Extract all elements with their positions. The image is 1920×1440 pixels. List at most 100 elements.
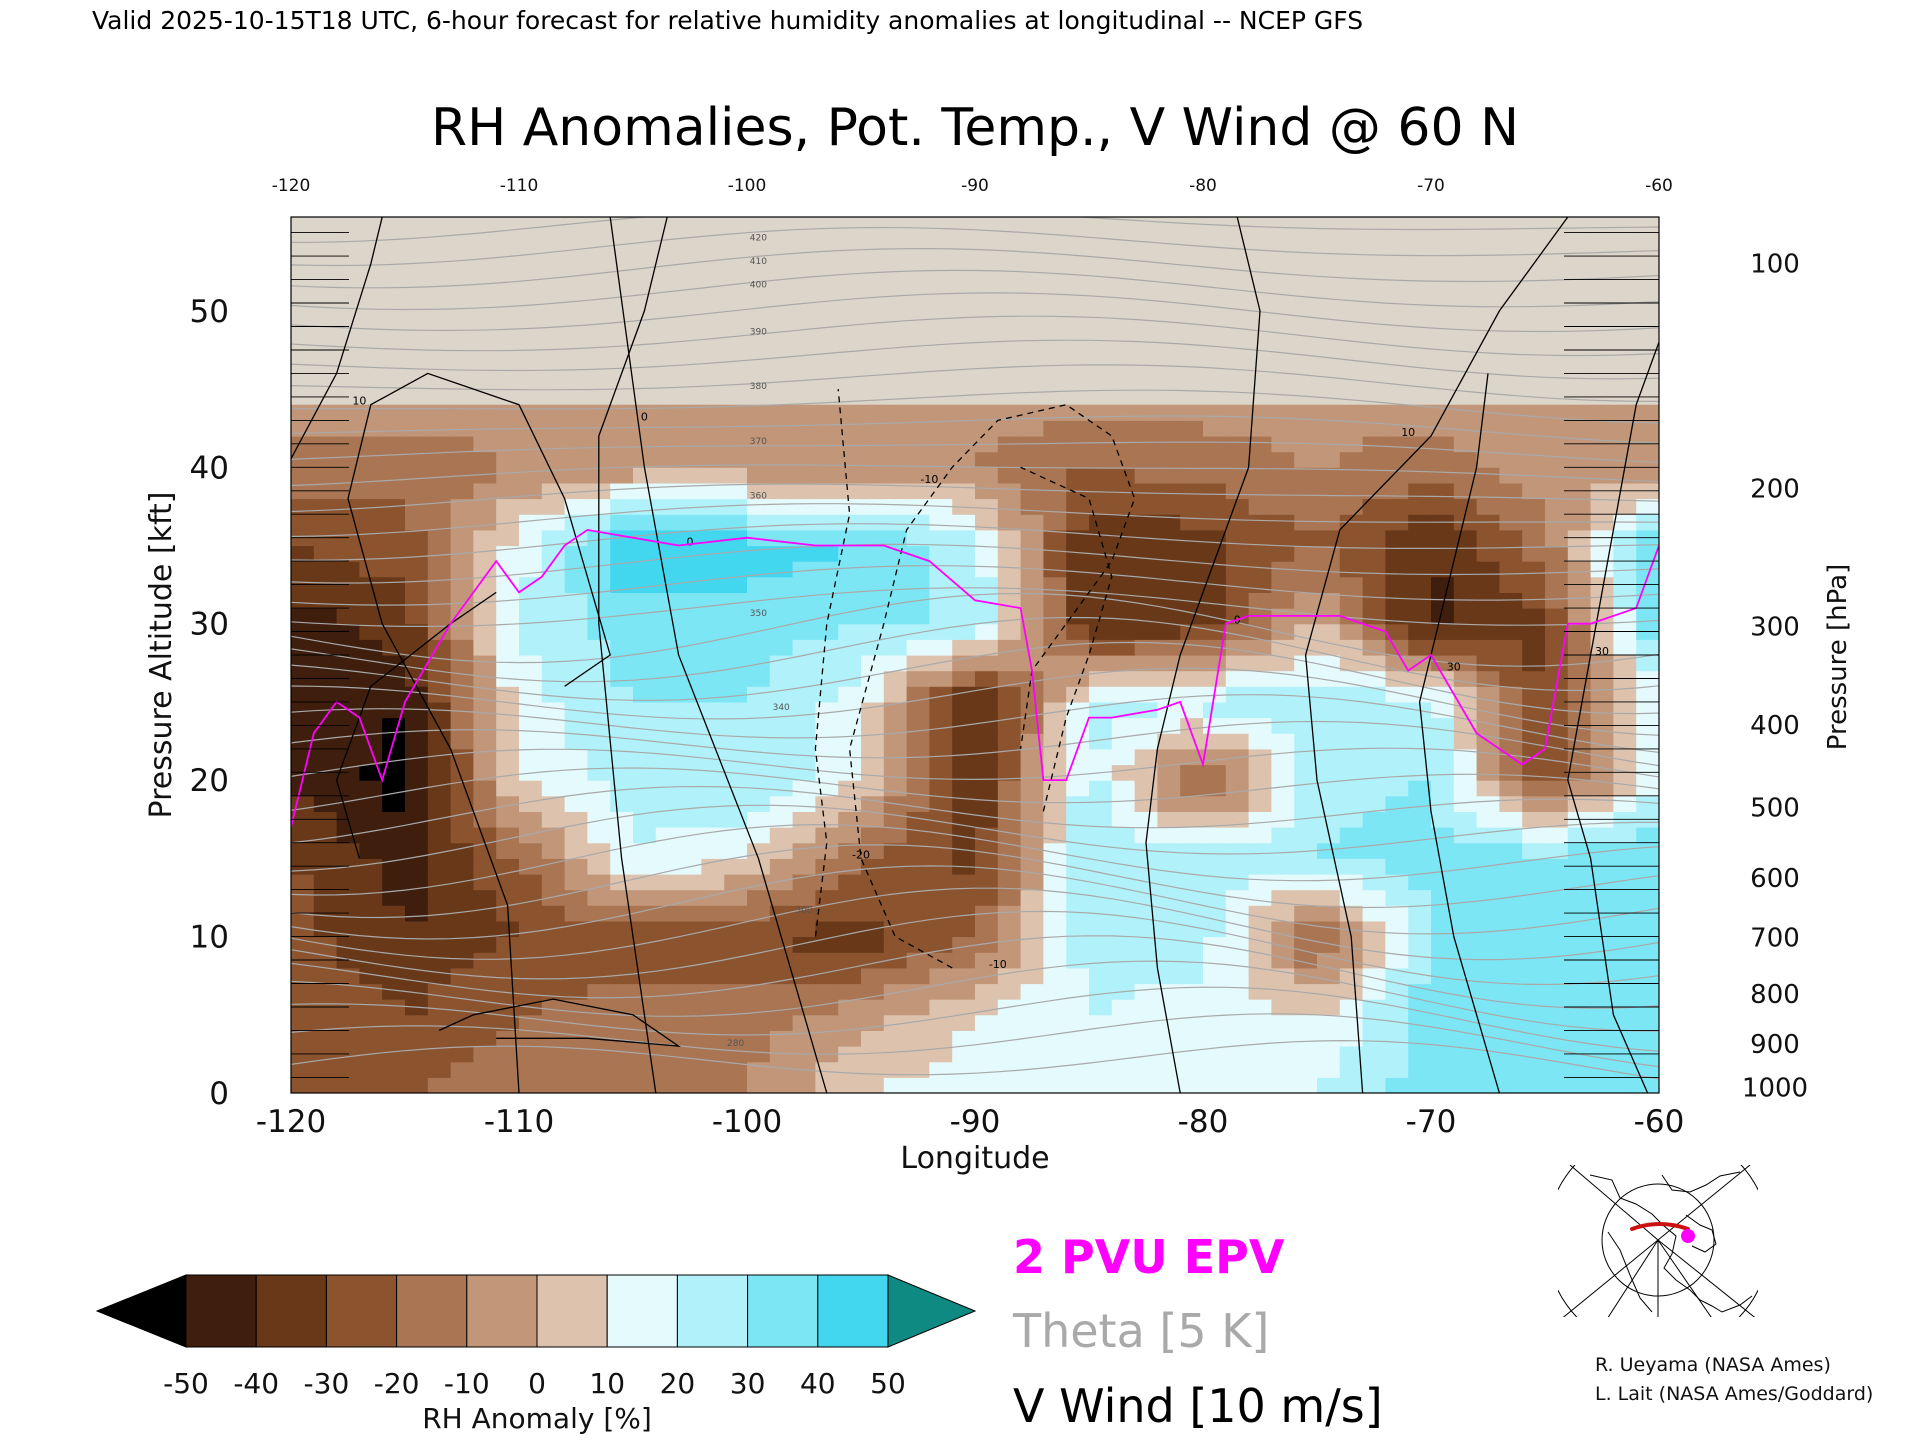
rh-cell [997,748,1022,766]
rh-cell [473,936,497,953]
rh-cell [1020,576,1044,593]
colorbar-max-arrow [887,1274,977,1348]
rh-cell [1134,748,1158,766]
rh-cell [1271,436,1295,453]
rh-cell [1225,1030,1250,1047]
rh-cell [1613,451,1637,468]
rh-cell [975,608,999,625]
v-wind-label: -10 [920,473,938,486]
rh-cell [1499,827,1523,844]
rh-cell [1271,1077,1295,1093]
rh-cell [564,482,588,500]
rh-cell [1385,592,1409,609]
rh-cell [1225,467,1250,484]
rh-cell [1225,842,1250,859]
rh-cell [929,999,953,1016]
rh-cell [1499,623,1523,640]
rh-cell [291,1014,315,1031]
rh-cell [997,874,1022,891]
rh-cell [1499,967,1523,985]
rh-cell [1476,639,1500,656]
rh-cell [1180,1077,1204,1093]
rh-cell [1567,1061,1592,1078]
rh-cell [519,983,543,1000]
rh-cell [633,608,657,625]
rh-cell [815,1030,839,1047]
rh-cell [313,983,338,1000]
rh-cell [496,451,520,468]
rh-cell [1180,639,1204,656]
rh-cell [427,451,452,468]
rh-cell [473,529,497,547]
rh-cell [724,795,748,812]
rh-cell [906,686,930,703]
rh-cell [587,639,611,656]
rh-cell [1134,1077,1158,1093]
rh-cell [1317,451,1341,468]
rh-cell [975,561,999,578]
rh-cell [769,764,794,781]
rh-cell [1225,858,1250,875]
rh-cell [1499,717,1523,734]
rh-cell [1180,498,1204,515]
rh-cell [1408,1046,1432,1063]
rh-cell [792,811,816,828]
rh-cell [541,545,566,562]
rh-cell [1111,623,1136,640]
rh-cell [1180,936,1204,953]
rh-cell [1522,889,1546,906]
rh-cell [450,780,474,797]
rh-cell [952,827,976,844]
rh-cell [701,936,725,953]
rh-cell [678,623,702,640]
rh-cell [1408,999,1432,1016]
rh-cell [610,1014,634,1031]
rh-cell [1317,920,1341,938]
rh-cell [450,905,474,922]
rh-cell [678,467,702,484]
rh-cell [975,1077,999,1093]
rh-cell [747,686,771,703]
rh-cell [405,1077,429,1093]
rh-cell [496,717,520,734]
rh-cell [1431,545,1455,562]
rh-cell [678,842,702,859]
rh-cell [838,827,862,844]
rh-cell [1134,952,1158,969]
rh-cell [1066,967,1090,985]
theta-line [291,543,1659,584]
rh-cell [1522,967,1546,985]
rh-cell [382,827,406,844]
rh-cell [1431,592,1455,609]
colorbar-tick-label: -30 [304,1367,350,1400]
rh-cell [1294,889,1318,906]
rh-cell [952,748,976,766]
rh-cell [633,1061,657,1078]
rh-cell [359,827,383,844]
rh-cell [1476,874,1500,891]
rh-cell [906,795,930,812]
theta-line [291,389,1659,424]
rh-cell [747,967,771,985]
theta-line [291,986,1659,1052]
rh-cell [336,592,360,609]
rh-cell [883,670,908,687]
rh-cell [747,639,771,656]
rh-cell [1453,874,1478,891]
rh-cell [678,592,702,609]
rh-cell [405,936,429,953]
rh-cell [1089,623,1113,640]
rh-cell [929,514,953,531]
rh-cell [1180,592,1204,609]
rh-cell [313,1077,338,1093]
rh-cell [587,999,611,1016]
rh-cell [450,827,474,844]
rh-cell [883,1077,908,1093]
rh-cell [291,967,315,985]
rh-cell [336,498,360,515]
rh-cell [1043,561,1067,578]
rh-cell [1339,561,1364,578]
rh-cell [291,467,315,484]
rh-cell [929,952,953,969]
rh-cell [1294,1014,1318,1031]
